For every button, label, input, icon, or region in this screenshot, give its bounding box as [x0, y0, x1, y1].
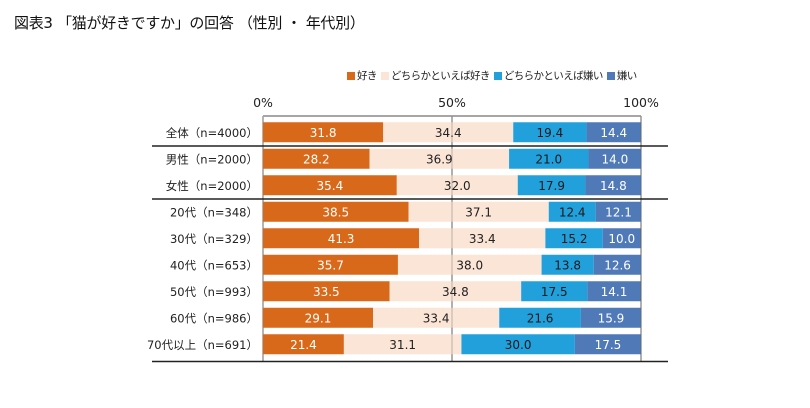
- data-label: 15.9: [598, 311, 625, 325]
- category-label: 40代（n=653）: [170, 258, 258, 272]
- legend-label: 嫌い: [616, 70, 637, 82]
- bar-segment: [343, 334, 462, 355]
- bar-segment: [396, 175, 518, 196]
- data-label: 29.1: [305, 311, 332, 325]
- legend-item-somewhat-like: どちらかといえば好き: [380, 68, 491, 83]
- data-label: 12.6: [604, 258, 631, 272]
- data-label: 17.5: [595, 338, 622, 352]
- bar-segment: [369, 148, 510, 169]
- bar-segment: [397, 254, 542, 275]
- data-label: 14.0: [602, 152, 629, 166]
- category-label: 男性（n=2000）: [166, 152, 258, 166]
- bar-segment: [263, 122, 384, 143]
- bar-segment: [263, 175, 397, 196]
- data-label: 21.6: [527, 311, 554, 325]
- data-label: 14.1: [601, 285, 628, 299]
- data-label: 13.8: [554, 258, 581, 272]
- legend-label: 好き: [357, 70, 377, 82]
- bar-segment: [263, 148, 370, 169]
- bar-segment: [595, 201, 642, 222]
- data-label: 31.1: [389, 338, 416, 352]
- category-label: 50代（n=993）: [170, 285, 258, 299]
- data-label: 33.5: [313, 285, 340, 299]
- category-label: 30代（n=329）: [170, 232, 258, 246]
- bar-segment: [541, 254, 594, 275]
- data-label: 12.1: [605, 205, 632, 219]
- bar-segment: [263, 228, 420, 249]
- category-label: 20代（n=348）: [170, 205, 258, 219]
- legend-swatch: [493, 71, 502, 80]
- data-label: 35.4: [317, 179, 344, 193]
- legend-label: どちらかといえば好き: [390, 70, 491, 82]
- data-label: 14.4: [600, 126, 627, 140]
- bar-segment: [517, 175, 586, 196]
- data-label: 34.4: [435, 126, 462, 140]
- data-label: 35.7: [317, 258, 344, 272]
- legend-swatch: [606, 71, 615, 80]
- bar-segment: [588, 148, 642, 169]
- data-label: 17.5: [541, 285, 568, 299]
- bar-segment: [574, 334, 641, 355]
- bar-segment: [408, 201, 549, 222]
- data-label: 10.0: [608, 232, 635, 246]
- data-label: 31.8: [310, 126, 337, 140]
- data-label: 28.2: [303, 152, 330, 166]
- bar-segment: [580, 307, 641, 328]
- data-label: 37.1: [465, 205, 492, 219]
- x-tick-label: 100%: [623, 95, 659, 110]
- legend-item-like: 好き: [347, 68, 377, 83]
- bar-segment: [513, 122, 587, 143]
- data-label: 15.2: [561, 232, 588, 246]
- bar-segment: [263, 307, 373, 328]
- bar-segment: [263, 201, 409, 222]
- data-label: 12.4: [559, 205, 586, 219]
- data-label: 14.8: [600, 179, 627, 193]
- legend-swatch: [347, 71, 355, 80]
- bar-segment: [372, 307, 500, 328]
- bar-segment: [263, 254, 398, 275]
- bar-segment: [602, 228, 641, 249]
- category-label: 60代（n=986）: [170, 311, 258, 325]
- category-label: 全体（n=4000）: [166, 126, 258, 140]
- bar-segment: [419, 228, 546, 249]
- data-label: 38.5: [322, 205, 349, 219]
- category-label: 女性（n=2000）: [166, 179, 258, 193]
- legend-item-somewhat-dislike: どちらかといえば嫌い: [493, 68, 604, 83]
- legend: 好き どちらかといえば好き どちらかといえば嫌い 嫌い: [347, 68, 641, 83]
- data-label: 33.4: [423, 311, 450, 325]
- bar-segment: [585, 175, 642, 196]
- bar-segment: [545, 228, 603, 249]
- x-tick-label: 50%: [438, 95, 466, 110]
- chart-title: 図表3 「猫が好きですか」の回答 （性別 ・ 年代別）: [14, 14, 365, 32]
- bar-segment: [521, 281, 588, 302]
- legend-item-dislike: 嫌い: [606, 68, 637, 83]
- data-label: 36.9: [426, 152, 453, 166]
- legend-label: どちらかといえば嫌い: [503, 70, 604, 82]
- bar-segment: [263, 281, 390, 302]
- bar-segment: [587, 281, 641, 302]
- bar-segment: [263, 334, 344, 355]
- bar-segment: [509, 148, 589, 169]
- bar-segment: [548, 201, 596, 222]
- data-label: 34.8: [442, 285, 469, 299]
- bar-segment: [389, 281, 522, 302]
- legend-swatch: [380, 71, 389, 80]
- data-label: 30.0: [505, 338, 532, 352]
- data-label: 17.9: [538, 179, 565, 193]
- category-label: 70代以上（n=691）: [147, 338, 258, 352]
- bar-segment: [383, 122, 514, 143]
- data-label: 21.0: [535, 152, 562, 166]
- data-label: 41.3: [328, 232, 355, 246]
- bar-segment: [499, 307, 581, 328]
- data-label: 33.4: [469, 232, 496, 246]
- data-label: 21.4: [290, 338, 317, 352]
- data-label: 38.0: [456, 258, 483, 272]
- bar-segment: [586, 122, 641, 143]
- data-label: 32.0: [444, 179, 471, 193]
- x-tick-label: 0%: [253, 95, 273, 110]
- bar-segment: [593, 254, 642, 275]
- bar-segment: [461, 334, 575, 355]
- data-label: 19.4: [537, 126, 564, 140]
